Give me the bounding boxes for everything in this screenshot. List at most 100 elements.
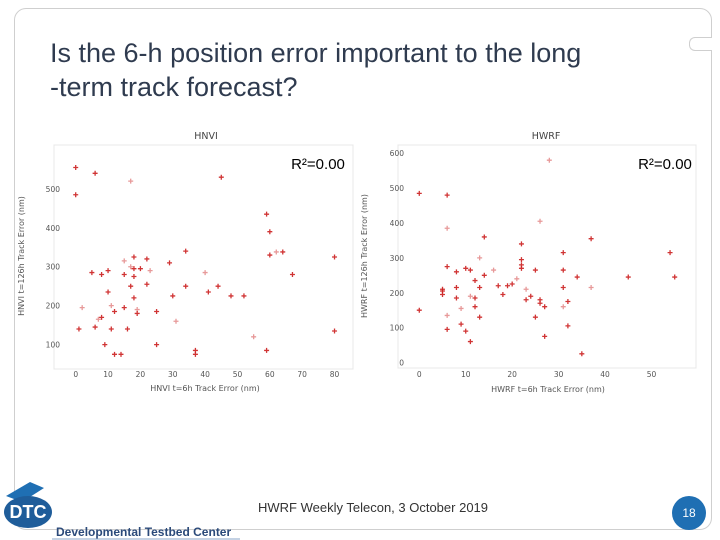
hwrf-data-point [523,297,529,303]
hwrf-x-tick-label: 10 [461,370,471,379]
logo-swoosh-icon [6,482,44,502]
hnvi-data-point [192,351,198,357]
hnvi-x-tick-label: 40 [200,370,210,379]
hwrf-data-point [444,225,450,231]
hnvi-data-point [205,289,211,295]
chart-hnvi-y-ticks: 100 200 300 400 500 [46,185,61,350]
hwrf-data-point [477,285,483,291]
hwrf-data-point [500,291,506,297]
hnvi-x-tick-label: 70 [297,370,307,379]
hwrf-data-point [532,267,538,273]
chart-hwrf-title: HWRF [532,131,561,142]
hnvi-data-point [154,342,160,348]
hnvi-data-point [241,293,247,299]
hnvi-data-point [105,289,111,295]
hwrf-data-point [481,234,487,240]
hwrf-x-tick-label: 0 [417,370,422,379]
hwrf-y-tick-label: 500 [390,184,405,193]
hnvi-data-point [99,314,105,320]
hnvi-data-point [131,295,137,301]
hwrf-data-point [453,285,459,291]
hnvi-data-point [128,283,134,289]
hwrf-data-point [416,307,422,313]
hwrf-data-point [537,218,543,224]
hnvi-data-point [183,248,189,254]
hnvi-y-tick-label: 400 [46,224,61,233]
hnvi-data-point [73,164,79,170]
chart-hwrf-plot-area [397,144,697,369]
hwrf-data-point [560,267,566,273]
hnvi-data-point [108,303,114,309]
hwrf-data-point [440,291,446,297]
hwrf-data-point [579,351,585,357]
hwrf-data-point [560,304,566,310]
hwrf-data-point [444,326,450,332]
hwrf-y-tick-label: 600 [390,149,405,158]
hnvi-data-point [131,266,137,272]
hwrf-x-tick-label: 30 [554,370,564,379]
hnvi-data-point [332,254,338,260]
hwrf-data-point [528,293,534,299]
hwrf-data-point [472,278,478,284]
hwrf-data-point [574,274,580,280]
hwrf-data-point [481,272,487,278]
hnvi-data-point [144,256,150,262]
chart-hwrf-r2-annotation: R²=0.00 [638,156,692,173]
hnvi-data-point [131,254,137,260]
hwrf-data-point [477,314,483,320]
hwrf-data-point [467,267,473,273]
chart-hwrf-background [356,126,704,398]
frame-tab-decoration [689,37,712,51]
chart-hwrf-points [416,157,678,357]
chart-hnvi-background [16,126,361,396]
hwrf-data-point [467,339,473,345]
chart-hnvi-plot-area [53,144,354,370]
hnvi-x-tick-label: 0 [73,370,78,379]
hnvi-y-tick-label: 100 [46,341,61,350]
hnvi-data-point [73,192,79,198]
chart-hnvi-points [73,164,338,357]
hnvi-data-point [280,249,286,255]
hnvi-data-point [124,326,130,332]
hnvi-data-point [118,351,124,357]
chart-hnvi-title: HNVI [194,131,218,142]
hwrf-data-point [542,333,548,339]
hwrf-x-tick-label: 20 [507,370,517,379]
hnvi-data-point [105,268,111,274]
hnvi-data-point [170,293,176,299]
chart-hnvi-y-axis-label: HNVI t=126h Track Error (nm) [17,196,26,316]
hwrf-data-point [444,264,450,270]
footer-text: HWRF Weekly Telecon, 3 October 2019 [258,500,489,515]
hwrf-data-point [560,285,566,291]
chart-hnvi-x-axis-label: HNVI t=6h Track Error (nm) [150,384,260,393]
hnvi-data-point [121,272,127,278]
chart-hwrf-x-axis-label: HWRF t=6h Track Error (nm) [491,385,605,394]
slide-title: Is the 6-h position error important to t… [50,36,690,104]
chart-hwrf-x-ticks: 0 10 20 30 40 50 [417,370,657,379]
hwrf-data-point [546,157,552,163]
logo-org-name: Developmental Testbed Center [56,525,231,539]
logo-globe-icon [4,496,52,528]
hwrf-data-point [560,250,566,256]
hnvi-data-point [121,305,127,311]
hnvi-data-point [264,347,270,353]
hwrf-data-point [667,250,673,256]
hwrf-data-point [472,295,478,301]
hnvi-x-tick-label: 10 [103,370,113,379]
hwrf-data-point [453,295,459,301]
hwrf-data-point [495,283,501,289]
hnvi-data-point [112,351,118,357]
chart-hnvi: HNVI 100 200 300 400 500 0 10 20 30 40 50 60 70 80 H… [16,126,361,396]
hwrf-data-point [463,265,469,271]
dtc-logo: DTC Developmental Testbed Center [4,482,240,540]
hwrf-x-tick-label: 50 [647,370,657,379]
hwrf-data-point [458,321,464,327]
hnvi-x-tick-label: 50 [233,370,243,379]
hnvi-data-point [121,258,127,264]
hnvi-data-point [332,328,338,334]
hwrf-y-tick-label: 200 [390,289,405,298]
hwrf-data-point [523,286,529,292]
hwrf-data-point [532,314,538,320]
hwrf-data-point [467,293,473,299]
